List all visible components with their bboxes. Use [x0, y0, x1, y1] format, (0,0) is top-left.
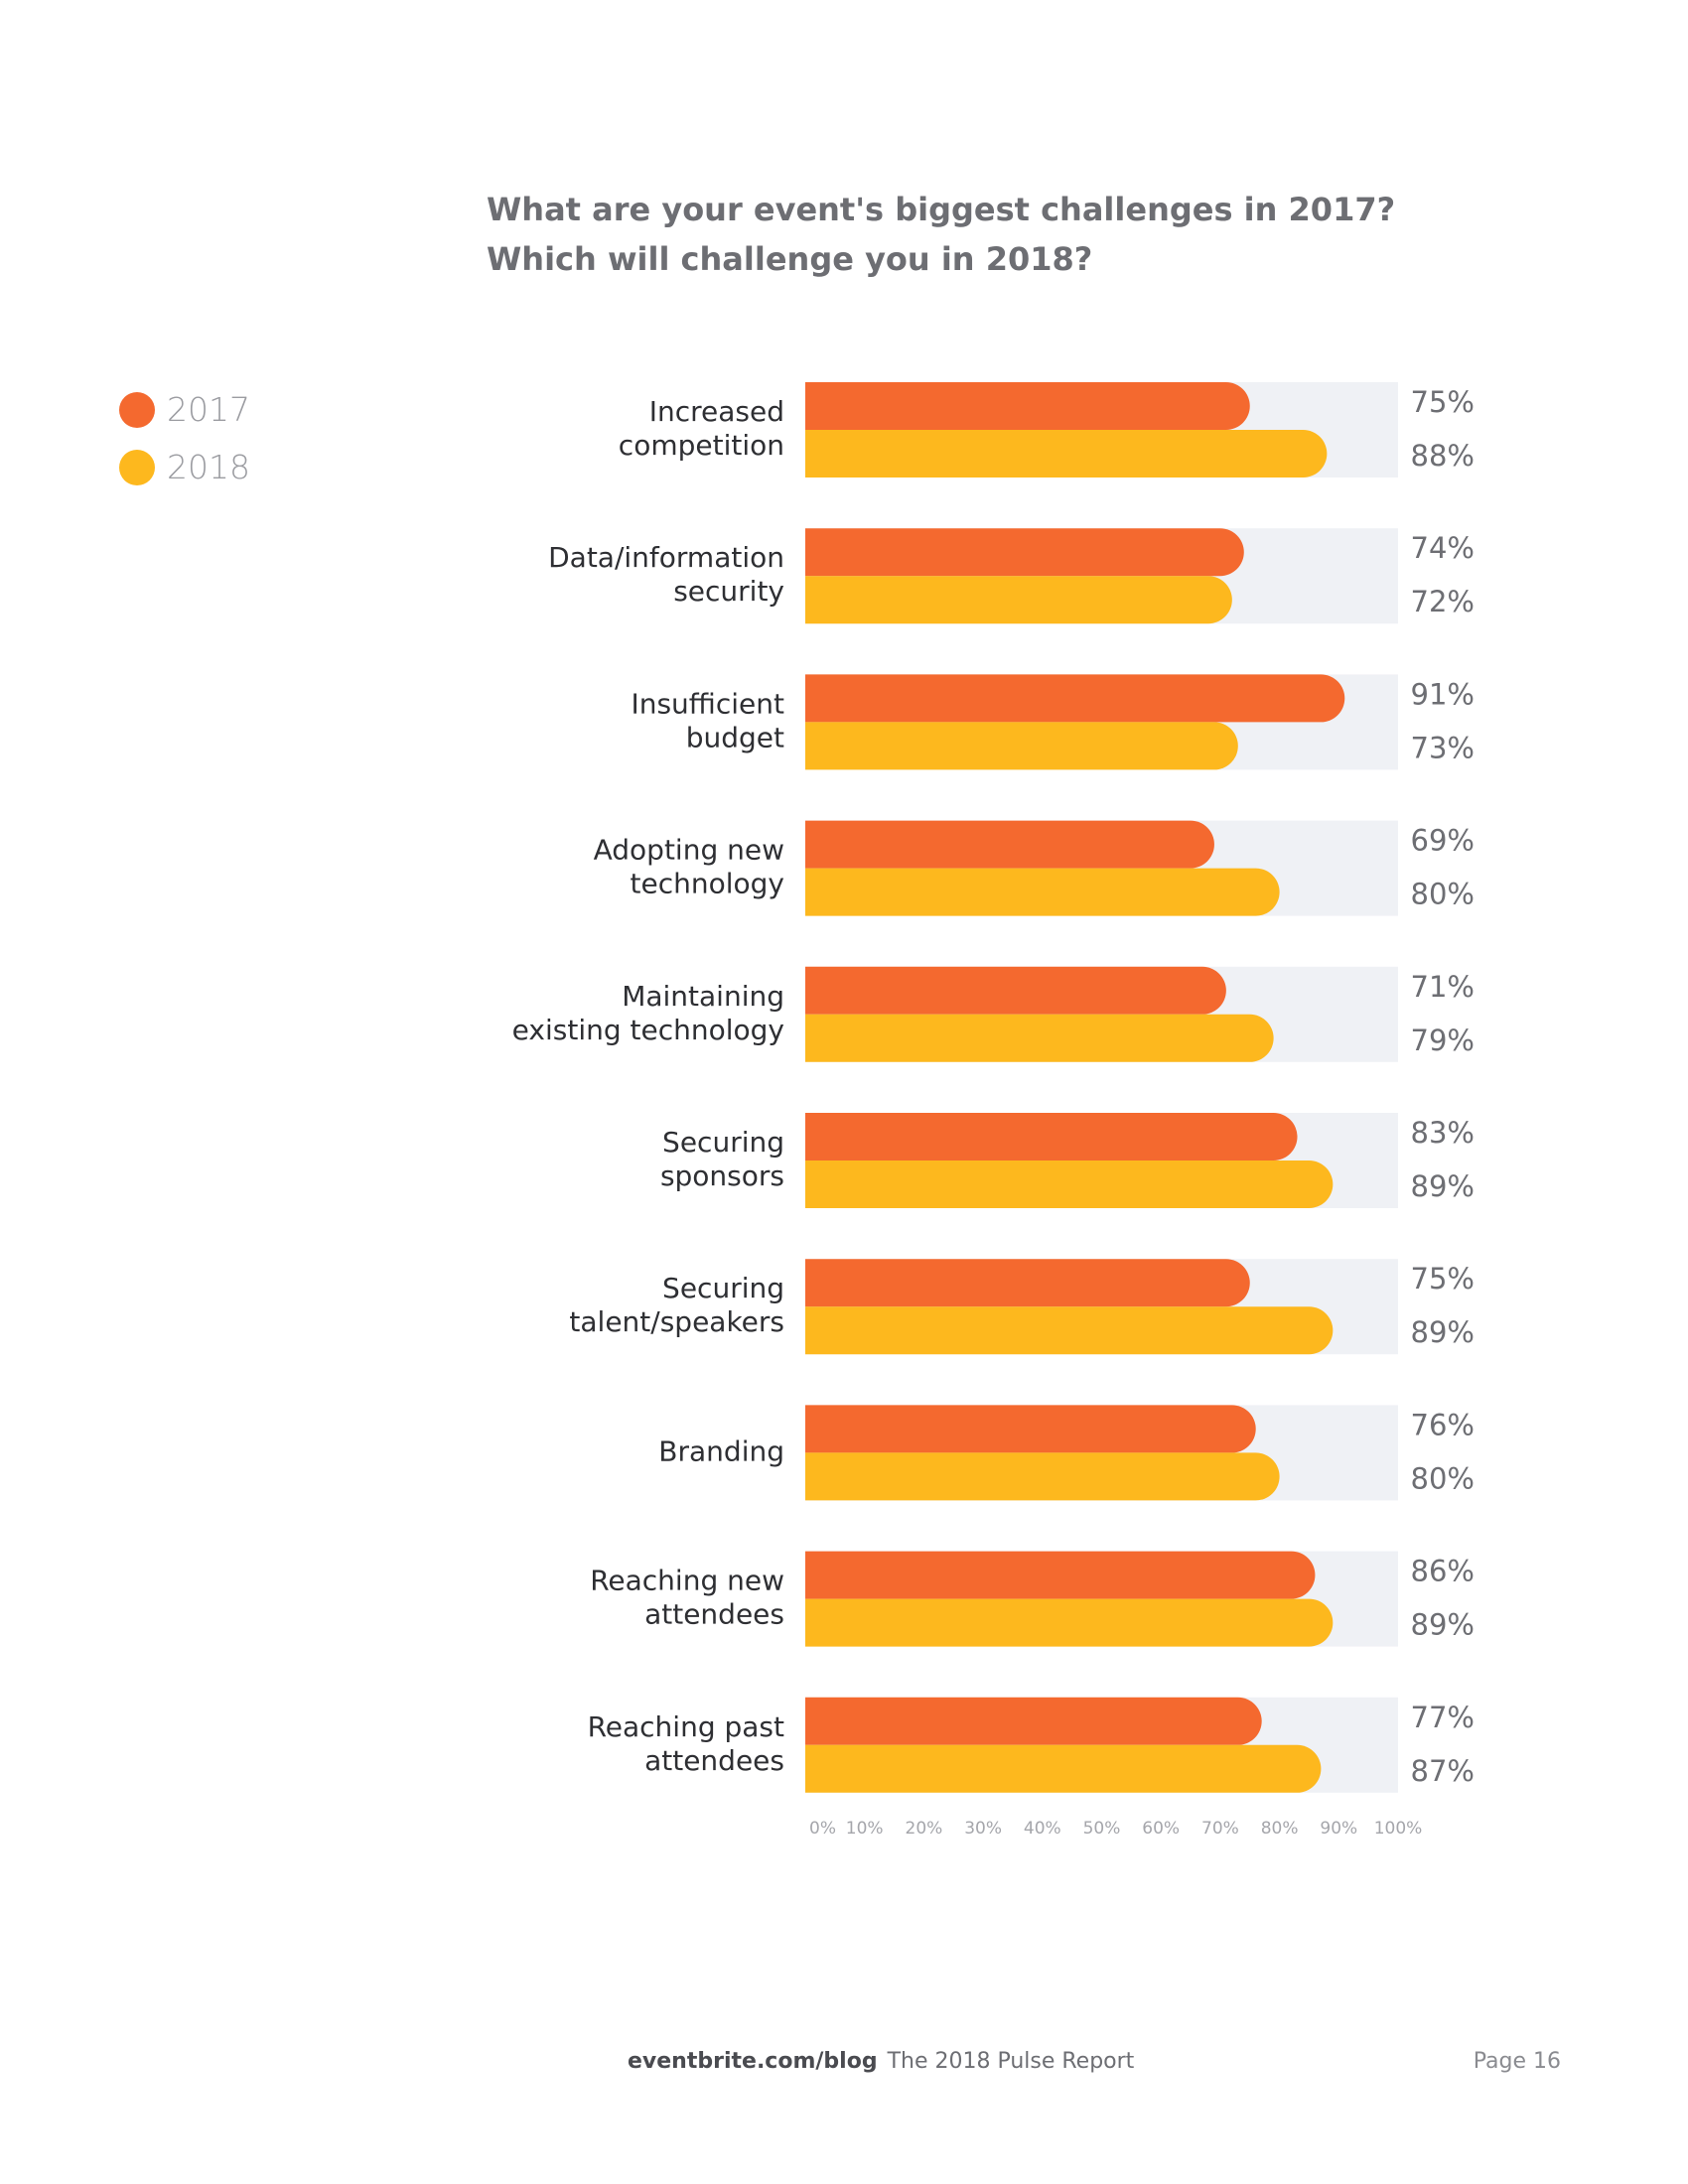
category-label-3: technology	[631, 868, 784, 900]
bar-2018-2	[805, 722, 1238, 770]
x-tick-label: 80%	[1261, 1819, 1299, 1839]
category-label-2: budget	[686, 721, 784, 753]
value-label-2017-5: 83%	[1411, 1116, 1475, 1150]
value-label-2017-3: 69%	[1411, 824, 1475, 858]
bar-2017-7	[805, 1405, 1256, 1453]
x-tick-label: 90%	[1320, 1819, 1357, 1839]
bar-2018-1	[805, 576, 1232, 624]
bar-2018-7	[805, 1452, 1280, 1501]
bar-2018-4	[805, 1014, 1274, 1062]
value-label-2017-7: 76%	[1411, 1408, 1475, 1441]
bar-2018-9	[805, 1744, 1322, 1793]
value-label-2017-9: 77%	[1411, 1701, 1475, 1734]
bar-2018-3	[805, 868, 1280, 916]
category-label-1: Data/information	[548, 541, 784, 574]
bar-2017-2	[805, 674, 1345, 723]
chart-title: What are your event's biggest challenges…	[487, 191, 1396, 228]
category-label-7: Branding	[658, 1434, 784, 1467]
category-label-4: existing technology	[512, 1014, 784, 1046]
value-label-2018-7: 80%	[1411, 1461, 1475, 1495]
footer-report-title: The 2018 Pulse Report	[887, 2049, 1135, 2074]
category-label-0: Increased	[649, 395, 784, 428]
value-label-2018-6: 89%	[1411, 1315, 1475, 1349]
x-tick-label: 60%	[1142, 1819, 1180, 1839]
chart-subtitle: Which will challenge you in 2018?	[487, 240, 1093, 278]
value-label-2018-3: 80%	[1411, 878, 1475, 911]
bar-2017-9	[805, 1697, 1262, 1745]
legend-swatch-2018	[119, 450, 155, 485]
category-label-9: Reaching past	[588, 1710, 784, 1743]
legend-label-2017: 2017	[167, 390, 250, 429]
category-label-9: attendees	[644, 1744, 784, 1777]
bar-2017-5	[805, 1113, 1298, 1160]
category-label-2: Insufficient	[631, 687, 784, 720]
value-label-2018-8: 89%	[1411, 1608, 1475, 1642]
legend-label-2018: 2018	[167, 448, 250, 486]
value-label-2017-0: 75%	[1411, 385, 1475, 419]
bar-2018-0	[805, 430, 1328, 478]
category-label-4: Maintaining	[622, 980, 784, 1013]
bar-2017-1	[805, 528, 1244, 577]
category-label-5: Securing	[662, 1126, 784, 1159]
x-tick-label: 10%	[846, 1819, 884, 1839]
bar-2017-3	[805, 820, 1214, 869]
bar-2017-8	[805, 1551, 1316, 1599]
value-label-2018-9: 87%	[1411, 1754, 1475, 1788]
bar-2017-6	[805, 1259, 1250, 1307]
category-label-3: Adopting new	[594, 834, 784, 867]
x-tick-label: 50%	[1083, 1819, 1121, 1839]
value-label-2018-0: 88%	[1411, 439, 1475, 473]
footer: eventbrite.com/blog The 2018 Pulse Report	[628, 2049, 1134, 2074]
footer-site-link[interactable]: eventbrite.com/blog	[628, 2049, 878, 2074]
x-tick-label: 20%	[906, 1819, 943, 1839]
bar-2018-5	[805, 1160, 1334, 1208]
x-tick-label: 100%	[1374, 1819, 1423, 1839]
category-label-1: security	[673, 575, 784, 608]
value-label-2017-6: 75%	[1411, 1262, 1475, 1296]
bar-2018-8	[805, 1598, 1334, 1647]
category-label-6: Securing	[662, 1272, 784, 1304]
x-tick-label: 70%	[1201, 1819, 1239, 1839]
value-label-2018-5: 89%	[1411, 1169, 1475, 1203]
category-label-8: Reaching new	[590, 1565, 784, 1597]
category-label-5: sponsors	[660, 1160, 784, 1192]
value-label-2017-1: 74%	[1411, 531, 1475, 565]
bar-2018-6	[805, 1306, 1334, 1355]
value-label-2018-1: 72%	[1411, 585, 1475, 618]
legend-swatch-2017	[119, 392, 155, 428]
x-tick-label: 40%	[1024, 1819, 1061, 1839]
page-number: Page 16	[1473, 2049, 1561, 2074]
category-label-8: attendees	[644, 1598, 784, 1631]
value-label-2017-4: 71%	[1411, 970, 1475, 1004]
value-label-2017-8: 86%	[1411, 1555, 1475, 1588]
value-label-2018-4: 79%	[1411, 1024, 1475, 1057]
value-label-2018-2: 73%	[1411, 731, 1475, 764]
value-label-2017-2: 91%	[1411, 677, 1475, 711]
bar-2017-4	[805, 966, 1226, 1015]
bar-2017-0	[805, 382, 1250, 431]
x-tick-label: 0%	[809, 1819, 836, 1839]
category-label-0: competition	[619, 429, 784, 462]
chart-title-block: What are your event's biggest challenges…	[487, 185, 1479, 284]
category-label-6: talent/speakers	[569, 1305, 784, 1338]
x-tick-label: 30%	[964, 1819, 1002, 1839]
